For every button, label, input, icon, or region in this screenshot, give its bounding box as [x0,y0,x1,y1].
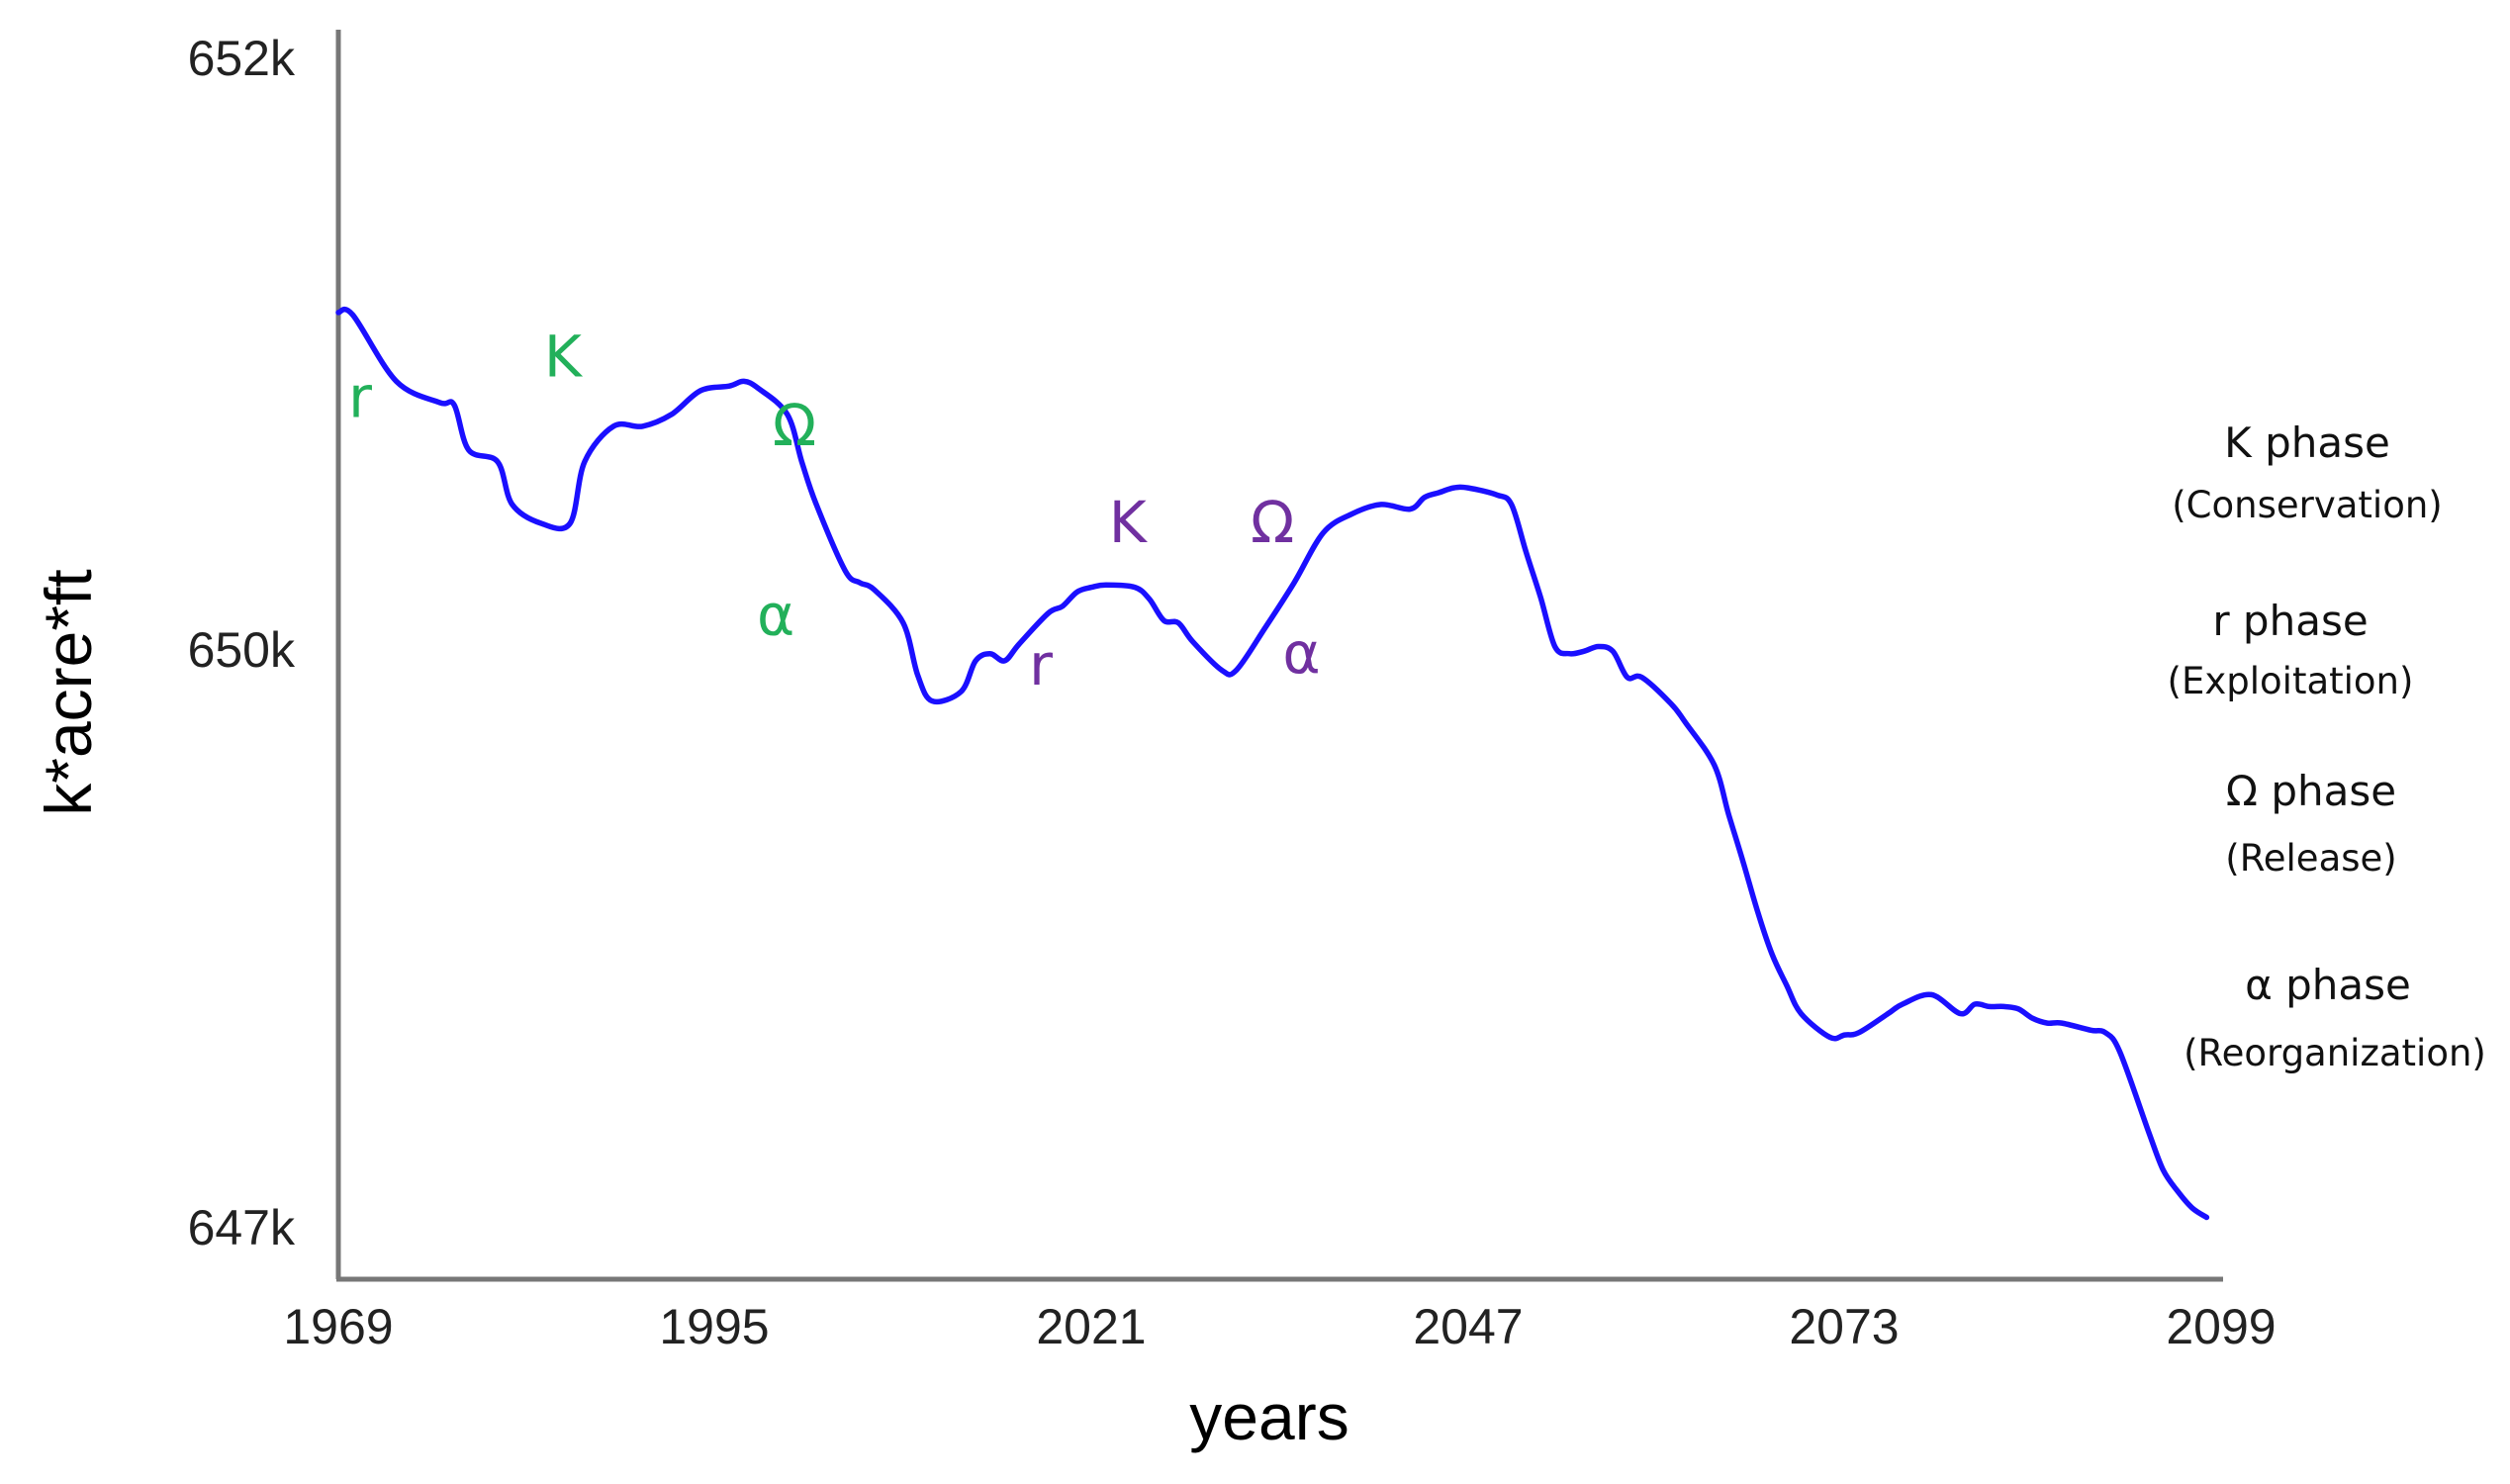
x-tick-label: 2047 [1413,1299,1523,1354]
x-tick-label: 2073 [1789,1299,1899,1354]
legend-r-phase-title: r phase [2212,597,2368,645]
legend-omega-phase-title: Ω phase [2226,767,2396,815]
legend-k-phase-subtitle: (Conservation) [2172,484,2443,526]
phase-label: K [1109,489,1149,556]
phase-label: K [544,324,584,391]
phase-label: α [757,582,794,649]
y-axis-title: k*acre*ft [32,569,105,815]
legend-r-phase-subtitle: (Exploitation) [2168,660,2414,702]
phase-label: r [348,363,372,430]
x-tick-label: 1969 [283,1299,393,1354]
y-tick-labels: 647k 650k 652k [188,31,296,1255]
x-tick-label: 1995 [659,1299,769,1354]
phase-legend: K phase (Conservation) r phase (Exploita… [2168,418,2486,1074]
series-line [335,306,2210,1221]
y-tick-label: 650k [188,622,296,678]
phase-label: α [1282,619,1320,687]
y-tick-label: 647k [188,1200,296,1255]
x-tick-label: 2021 [1036,1299,1146,1354]
x-tick-label: 2099 [2166,1299,2276,1354]
axes [335,30,2223,1282]
legend-k-phase-title: K phase [2224,418,2390,467]
x-axis-title: years [1189,1380,1348,1453]
x-tick-labels: 1969 1995 2021 2047 2073 2099 [283,1299,2276,1354]
y-tick-label: 652k [188,31,296,86]
phase-label: Ω [773,392,816,459]
legend-alpha-phase-title: α phase [2245,961,2411,1009]
legend-alpha-phase-subtitle: (Reorganization) [2184,1032,2486,1074]
phase-label: Ω [1251,489,1294,556]
legend-omega-phase-subtitle: (Release) [2225,837,2396,880]
phase-labels: r K Ωα r K Ωα [348,324,1321,698]
phase-label: r [1029,631,1053,698]
